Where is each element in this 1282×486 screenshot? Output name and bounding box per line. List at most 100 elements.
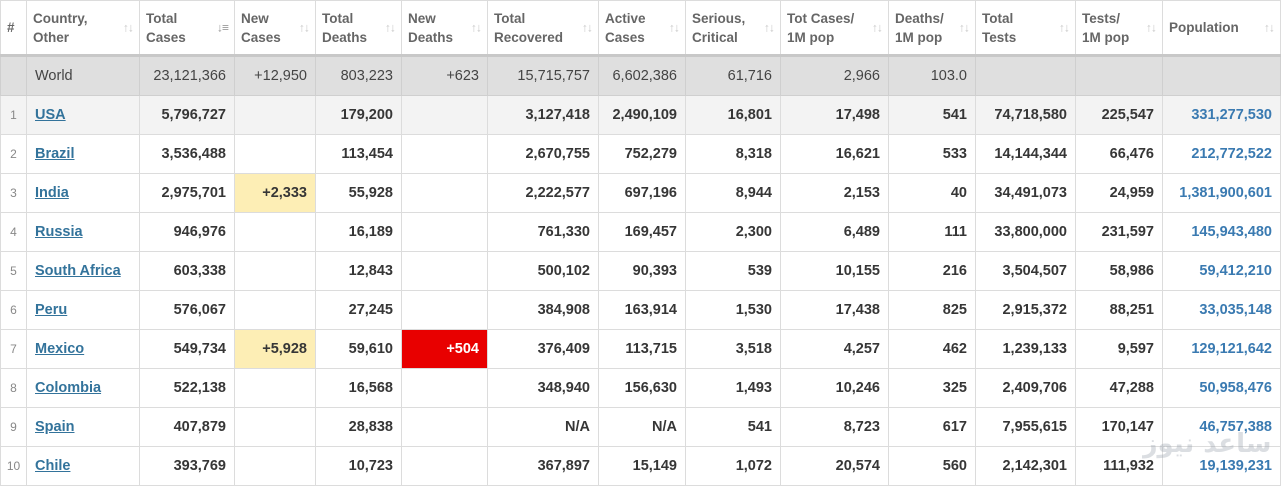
tests-per-1m-cell: 88,251 — [1075, 290, 1163, 330]
header-active-cases[interactable]: Active Cases ↑↓ — [598, 0, 686, 57]
header-label: Critical — [692, 29, 738, 45]
country-link[interactable]: Chile — [35, 458, 71, 474]
country-link[interactable]: Peru — [35, 302, 68, 318]
tests-per-1m-cell: 231,597 — [1075, 212, 1163, 252]
country-link[interactable]: Mexico — [35, 341, 85, 357]
total-deaths-cell: 10,723 — [315, 446, 402, 486]
active-cases-cell: 2,490,109 — [598, 95, 686, 135]
country-link[interactable]: India — [35, 185, 69, 201]
country-link[interactable]: Brazil — [35, 146, 75, 162]
population-cell: 129,121,642 — [1162, 329, 1281, 369]
active-cases-cell: 156,630 — [598, 368, 686, 408]
header-label: Cases — [241, 29, 281, 45]
new-deaths-cell — [401, 212, 488, 252]
sort-arrows-icon[interactable]: ↑↓ — [959, 20, 970, 34]
active-cases-cell: 15,149 — [598, 446, 686, 486]
tests-per-1m-cell: 66,476 — [1075, 134, 1163, 174]
header-label: Country, — [33, 10, 88, 26]
header-total-recovered[interactable]: Total Recovered ↑↓ — [487, 0, 599, 57]
total-cases-cell: 5,796,727 — [139, 95, 235, 135]
sort-arrows-icon[interactable]: ↑↓ — [1264, 20, 1275, 34]
header-label: Deaths — [322, 29, 368, 45]
sort-arrows-icon[interactable]: ↑↓ — [299, 20, 310, 34]
header-total-cases[interactable]: Total Cases ↓≡ — [139, 0, 235, 57]
total-tests-cell: 1,239,133 — [975, 329, 1076, 369]
new-cases-cell — [234, 368, 316, 408]
deaths-per-1m-cell: 325 — [888, 368, 976, 408]
table-row: 4 Russia 946,976 16,189 761,330 169,457 2,300 6… — [0, 212, 1281, 252]
header-label: Tests/ — [1082, 10, 1121, 26]
header-label: Total — [322, 10, 354, 26]
row-index: 4 — [0, 212, 27, 252]
new-deaths-cell: +623 — [401, 55, 488, 96]
sort-arrows-icon[interactable]: ↑↓ — [1059, 20, 1070, 34]
sort-arrows-icon[interactable]: ↑↓ — [123, 20, 134, 34]
population-cell: 212,772,522 — [1162, 134, 1281, 174]
country-link[interactable]: Colombia — [35, 380, 102, 396]
header-label: Serious, — [692, 10, 746, 26]
total-recovered-cell: 384,908 — [487, 290, 599, 330]
total-deaths-cell: 113,454 — [315, 134, 402, 174]
country-label: World — [26, 55, 140, 96]
serious-critical-cell: 3,518 — [685, 329, 781, 369]
country-cell: Chile — [26, 446, 140, 486]
total-recovered-cell: 2,222,577 — [487, 173, 599, 213]
new-deaths-cell — [401, 446, 488, 486]
total-tests-cell: 34,491,073 — [975, 173, 1076, 213]
serious-critical-cell: 8,944 — [685, 173, 781, 213]
row-index: 2 — [0, 134, 27, 174]
header-population[interactable]: Population ↑↓ — [1162, 0, 1281, 57]
total-recovered-cell: 348,940 — [487, 368, 599, 408]
serious-critical-cell: 539 — [685, 251, 781, 291]
total-tests-cell: 3,504,507 — [975, 251, 1076, 291]
country-cell: Peru — [26, 290, 140, 330]
row-index: 3 — [0, 173, 27, 213]
sort-arrows-icon[interactable]: ↑↓ — [582, 20, 593, 34]
sort-arrows-icon[interactable]: ↑↓ — [1146, 20, 1157, 34]
total-cases-cell: 549,734 — [139, 329, 235, 369]
total-recovered-cell: 3,127,418 — [487, 95, 599, 135]
row-index: 5 — [0, 251, 27, 291]
population-cell: 50,958,476 — [1162, 368, 1281, 408]
header-deaths-per-1m[interactable]: Deaths/1M pop ↑↓ — [888, 0, 976, 57]
header-label: Total — [494, 10, 526, 26]
total-cases-cell: 3,536,488 — [139, 134, 235, 174]
header-label: Active — [605, 10, 646, 26]
country-link[interactable]: USA — [35, 107, 66, 123]
sort-arrows-icon[interactable]: ↑↓ — [764, 20, 775, 34]
sort-arrows-icon[interactable]: ↑↓ — [669, 20, 680, 34]
new-deaths-cell — [401, 134, 488, 174]
table-row: 6 Peru 576,067 27,245 384,908 163,914 1,530 17,… — [0, 290, 1281, 330]
active-cases-cell: 697,196 — [598, 173, 686, 213]
header-label: New — [241, 10, 269, 26]
country-link[interactable]: Russia — [35, 224, 83, 240]
header-new-cases[interactable]: New Cases ↑↓ — [234, 0, 316, 57]
header-serious-critical[interactable]: Serious, Critical ↑↓ — [685, 0, 781, 57]
header-label: 1M pop — [895, 29, 943, 45]
active-cases-cell: N/A — [598, 407, 686, 447]
population-cell — [1162, 55, 1281, 96]
sort-arrows-icon[interactable]: ↑↓ — [471, 20, 482, 34]
new-cases-cell: +12,950 — [234, 55, 316, 96]
sort-arrows-icon[interactable]: ↑↓ — [872, 20, 883, 34]
header-cases-per-1m[interactable]: Tot Cases/1M pop ↑↓ — [780, 0, 889, 57]
header-new-deaths[interactable]: New Deaths ↑↓ — [401, 0, 488, 57]
header-total-deaths[interactable]: Total Deaths ↑↓ — [315, 0, 402, 57]
header-tests-per-1m[interactable]: Tests/1M pop ↑↓ — [1075, 0, 1163, 57]
serious-critical-cell: 2,300 — [685, 212, 781, 252]
sort-arrows-icon[interactable]: ↑↓ — [385, 20, 396, 34]
table-row: 8 Colombia 522,138 16,568 348,940 156,630 1,49… — [0, 368, 1281, 408]
cases-per-1m-cell: 17,438 — [780, 290, 889, 330]
header-label: Population — [1169, 20, 1239, 35]
country-link[interactable]: South Africa — [35, 263, 121, 279]
tests-per-1m-cell: 111,932 — [1075, 446, 1163, 486]
header-total-tests[interactable]: Total Tests ↑↓ — [975, 0, 1076, 57]
total-recovered-cell: N/A — [487, 407, 599, 447]
sort-arrows-icon[interactable]: ↓≡ — [216, 20, 229, 34]
country-link[interactable]: Spain — [35, 419, 75, 435]
header-label: # — [7, 20, 15, 35]
total-tests-cell: 33,800,000 — [975, 212, 1076, 252]
header-country[interactable]: Country, Other ↑↓ — [26, 0, 140, 57]
cases-per-1m-cell: 2,153 — [780, 173, 889, 213]
serious-critical-cell: 16,801 — [685, 95, 781, 135]
